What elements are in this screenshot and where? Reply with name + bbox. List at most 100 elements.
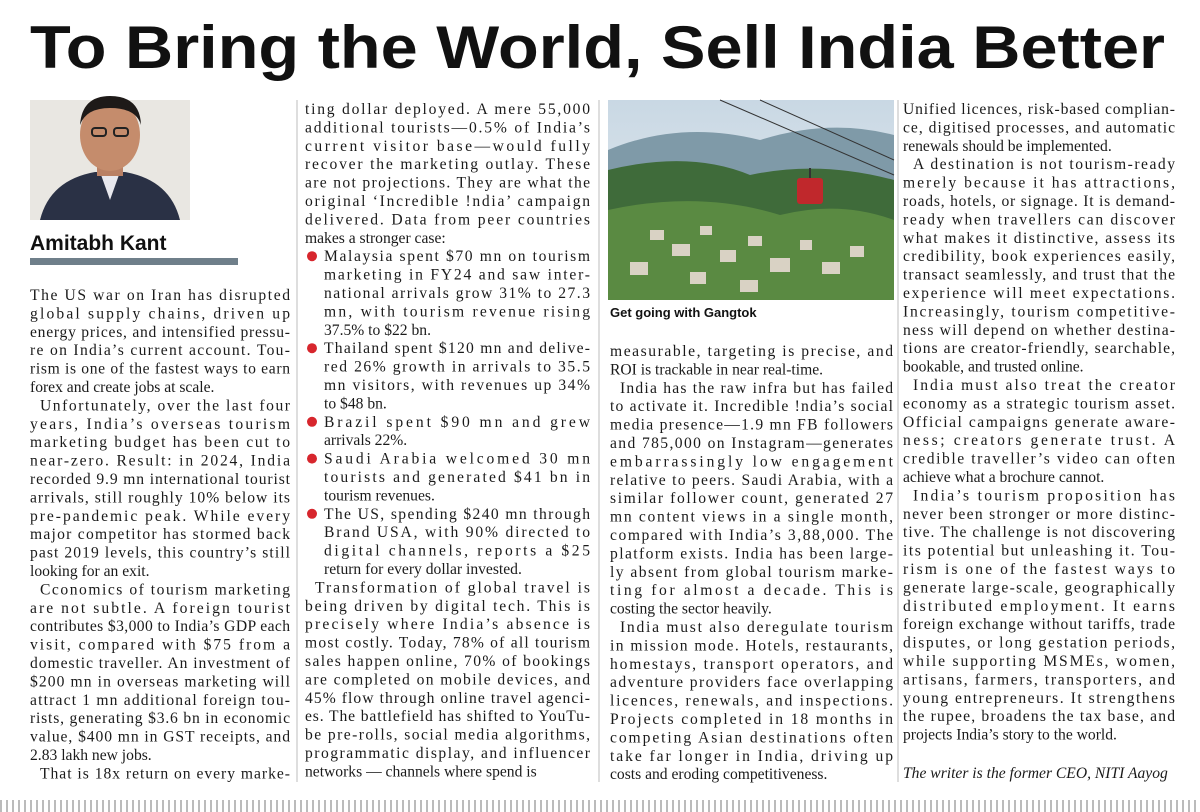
text-line: Brazil spent $90 mn and grew	[324, 414, 591, 431]
bottom-border	[0, 800, 1200, 812]
text-line: bookable, and trusted online.	[903, 359, 1084, 376]
text-line: tions are creator-friendly, searchable,	[903, 340, 1175, 357]
text-line: to $48 bn.	[324, 395, 387, 412]
text-line: are completed on mobile devices, and	[305, 671, 590, 688]
text-line: The US war on Iran has disrupted	[30, 287, 290, 304]
text-line: tourists and generated $41 bn in	[324, 469, 590, 486]
bullet-dot	[307, 508, 317, 519]
text-line: credibility, book experiences easily,	[903, 248, 1175, 265]
text-line: 37.5% to $22 bn.	[324, 322, 431, 339]
article-image	[608, 99, 895, 300]
text-line: mn, with tourism revenue rising	[324, 303, 590, 320]
text-line: tive. The challenge is not discovering	[903, 524, 1175, 541]
text-line: credible traveller’s video can often	[903, 451, 1175, 468]
text-line: major competitor has stormed back	[30, 526, 290, 543]
text-line: India must also treat the creator	[913, 377, 1176, 394]
text-line: Official campaigns generate aware-	[903, 414, 1175, 431]
text-line: 45% flow through online travel agenci-	[305, 690, 590, 707]
text-line: forex and create jobs at scale.	[30, 379, 214, 396]
text-line: Cconomics of tourism marketing	[40, 581, 290, 598]
text-line: are not subtle. A foreign tourist	[30, 600, 291, 617]
column-rules	[296, 100, 899, 782]
text-line: ce, digitised processes, and automatic	[903, 119, 1175, 136]
text-line: rism is one of the fastest ways to earn	[30, 361, 290, 378]
text-line: A destination is not tourism-ready	[913, 156, 1175, 173]
text-line: media presence—1.9 mn FB followers	[610, 417, 893, 434]
author-rule	[30, 258, 238, 265]
text-line: compared with India’s 3,88,000. The	[610, 527, 893, 544]
headline: To Bring the World, Sell India Better	[30, 14, 1165, 81]
text-line: what makes it distinctive, assess its	[903, 230, 1175, 247]
text-line: costs and eroding competitiveness.	[610, 766, 827, 783]
text-line: be pre-rolls, social media algorithms,	[305, 727, 590, 744]
text-line: young entrepreneurs. It strengthens	[903, 690, 1175, 707]
text-line: to activate it. Incredible !ndia’s socia…	[610, 398, 894, 415]
text-line: roads, hotels, or signage. It is demand-	[903, 193, 1175, 210]
text-line: Unified licences, risk-based complian-	[903, 101, 1175, 118]
text-line: makes a stronger case:	[305, 230, 446, 247]
text-line: experience will meet expectations.	[903, 285, 1175, 302]
bullet-dot	[307, 416, 317, 427]
text-line: never been stronger or more distinc-	[903, 506, 1175, 523]
text-line: rists, generating $3.6 bn in economic	[30, 710, 290, 727]
text-line: economy as a strategic tourism asset.	[903, 395, 1175, 412]
text-line: disputes, or long gestation periods,	[903, 635, 1175, 652]
text-line: being driven by digital tech. This is	[305, 598, 590, 615]
text-line: past 2019 levels, this country’s still	[30, 545, 291, 562]
text-line: attract 1 mn additional foreign tou-	[30, 692, 290, 709]
text-line: Projects completed in 18 months in	[610, 711, 893, 728]
text-line: return for every dollar invested.	[324, 561, 522, 578]
footer-note: The writer is the former CEO, NITI Aayog	[903, 765, 1168, 782]
text-line: programmatic display, and influencer	[305, 745, 591, 762]
text-line: tourism revenues.	[324, 487, 435, 504]
text-line: most costly. Today, 78% of all tourism	[305, 635, 590, 652]
text-line: networks — channels where spend is	[305, 763, 537, 780]
text-line: transact seamlessly, and trust that the	[903, 267, 1175, 284]
bullet-dot	[307, 343, 317, 354]
text-line: foreign exchange without tariffs, trade	[903, 616, 1175, 633]
text-line: pre-pandemic peak. While every	[30, 508, 290, 525]
text-line: merely because it has attractions,	[903, 175, 1175, 192]
text-line: take far longer in India, driving up	[610, 748, 893, 765]
text-line: recorded 9.9 mn international tourist	[30, 471, 291, 488]
text-line: arrivals 22%.	[324, 432, 407, 449]
text-line: value, $400 mn in GST receipts, and	[30, 729, 290, 746]
text-line: energy prices, and intensified pressu-	[30, 324, 290, 341]
text-line: Thailand spent $120 mn and delive-	[324, 340, 590, 357]
text-line: ly absent from global tourism marke-	[610, 564, 893, 581]
text-line: licences, renewals, and inspections.	[610, 693, 893, 710]
text-line: ting for almost a decade. This is	[610, 582, 893, 599]
text-line: in mission mode. Hotels, restaurants,	[610, 637, 893, 654]
text-line: red 26% growth in arrivals to 35.5	[324, 359, 590, 376]
text-line: ROI is trackable in near real-time.	[610, 361, 823, 378]
text-line: 2.83 lakh new jobs.	[30, 747, 152, 764]
text-line: arrivals, still roughly 10% below its	[30, 489, 290, 506]
text-line: Increasingly, tourism competitive-	[903, 303, 1175, 320]
text-line: and 785,000 on Instagram—generates	[610, 435, 893, 452]
text-line: ness will depend on whether destina-	[903, 322, 1175, 339]
text-line: precisely where India’s absence is	[305, 616, 590, 633]
text-line: while supporting MSMEs, women,	[903, 653, 1175, 670]
text-line: marketing budget has been cut to	[30, 434, 290, 451]
text-line: similar follower count, generated 27	[610, 490, 893, 507]
text-line: achieve what a brochure cannot.	[903, 469, 1104, 486]
text-line: the rupee, broadens the tax base, and	[903, 708, 1175, 725]
text-line: measurable, targeting is precise, and	[610, 343, 893, 360]
text-line: projects India’s story to the world.	[903, 727, 1117, 744]
text-line: renewals should be implemented.	[903, 138, 1112, 155]
text-line: Transformation of global travel is	[315, 579, 590, 596]
text-line: adventure providers face overlapping	[610, 674, 893, 691]
text-line: domestic traveller. An investment of	[30, 655, 291, 672]
text-line: contributes $3,000 to India’s GDP each	[30, 618, 290, 635]
text-line: India has the raw infra but has failed	[620, 380, 893, 397]
text-line: ready when travellers can discover	[903, 211, 1176, 228]
text-line: sales happen online, 70% of bookings	[305, 653, 590, 670]
text-line: additional tourists—0.5% of India’s	[305, 119, 590, 136]
text-line: ting dollar deployed. A mere 55,000	[305, 101, 590, 118]
author-name: Amitabh Kant	[30, 232, 167, 255]
image-caption: Get going with Gangtok	[610, 305, 757, 320]
text-line: original ‘Incredible !ndia’ campaign	[305, 193, 590, 210]
